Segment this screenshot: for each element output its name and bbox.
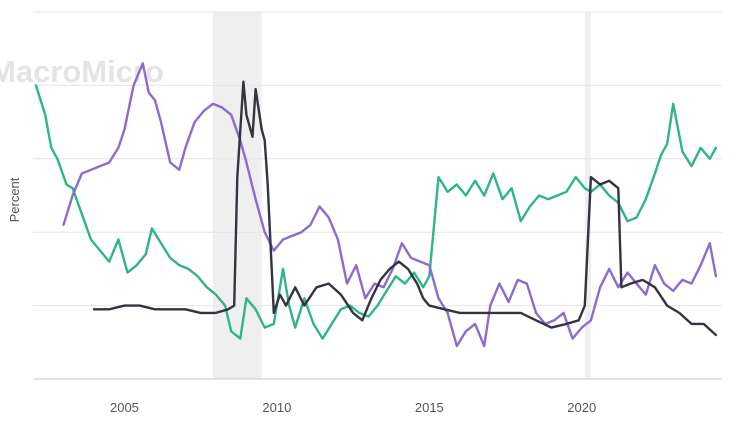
watermark: MacroMicro: [0, 54, 164, 89]
recession-band-1: [584, 12, 591, 379]
y-axis-label: Percent: [7, 177, 22, 222]
recession-bands: [212, 12, 591, 379]
x-tick-label-2005: 2005: [110, 400, 139, 415]
x-tick-label-2015: 2015: [415, 400, 444, 415]
x-tick-label-2010: 2010: [262, 400, 291, 415]
x-tick-label-2020: 2020: [567, 400, 596, 415]
series-line-black: [92, 80, 718, 337]
series-line-purple: [62, 62, 718, 348]
gridlines: [33, 11, 722, 307]
series-lines: [34, 62, 718, 348]
series-line-green: [34, 84, 718, 340]
x-tick-labels: 2005 2010 2015 2020: [110, 400, 596, 415]
